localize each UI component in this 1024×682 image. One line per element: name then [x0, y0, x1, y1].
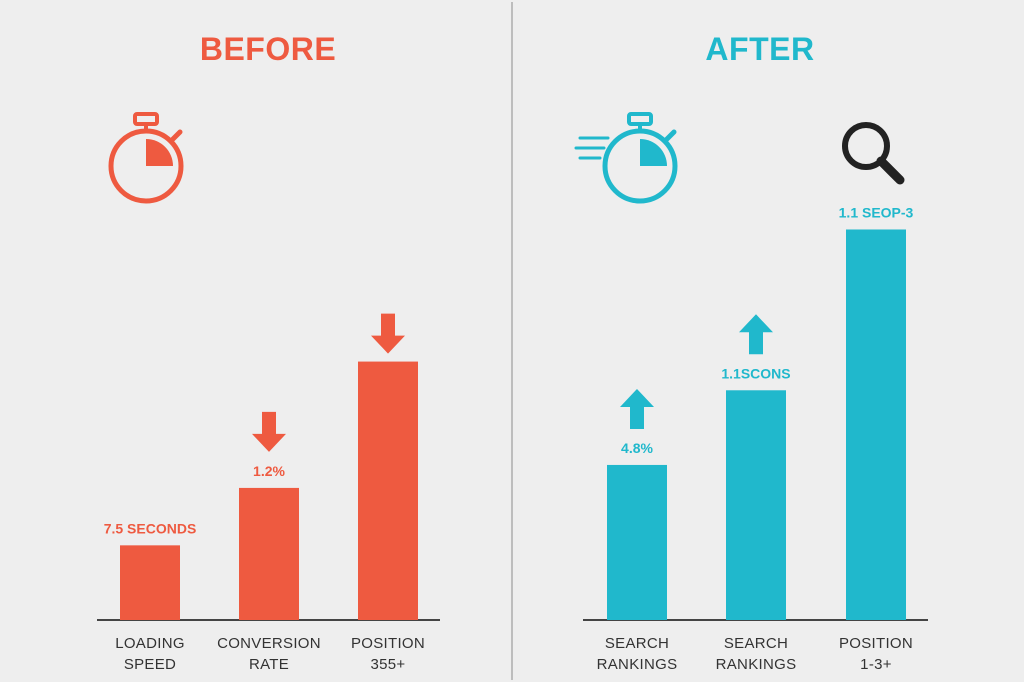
before-data-label-1: 1.2%	[253, 463, 285, 479]
before-category-label-2-line-0: POSITION	[351, 635, 425, 652]
stopwatch-icon	[108, 112, 184, 204]
after-bar-1	[726, 390, 786, 620]
after-category-label-2-line-1: 1-3+	[860, 656, 892, 673]
before-category-label-0-line-1: SPEED	[124, 656, 176, 673]
after-up-arrow-icon-0	[620, 388, 654, 429]
before-bar-0	[120, 545, 180, 620]
before-data-label-0: 7.5 SECONDS	[104, 520, 197, 536]
before-down-arrow-icon-1	[252, 411, 286, 452]
fast-stopwatch-icon	[574, 112, 678, 204]
after-data-label-1: 1.1SCONS	[721, 365, 790, 381]
before-title: BEFORE	[200, 31, 336, 67]
after-title: AFTER	[705, 31, 814, 67]
magnifier-icon	[842, 122, 905, 185]
after-category-label-1-line-0: SEARCH	[724, 635, 788, 652]
after-category-label-1-line-1: RANKINGS	[716, 656, 797, 673]
before-down-arrow-icon-2	[371, 313, 405, 354]
after-category-label-0-line-1: RANKINGS	[597, 656, 678, 673]
before-category-label-1-line-1: RATE	[249, 656, 289, 673]
after-category-label-0-line-0: SEARCH	[605, 635, 669, 652]
before-category-label-0-line-0: LOADING	[115, 635, 185, 652]
before-bar-2	[358, 361, 418, 620]
before-bar-1	[239, 487, 299, 620]
after-data-label-0: 4.8%	[621, 440, 653, 456]
after-bar-2	[846, 229, 906, 620]
after-data-label-2: 1.1 SEOP-3	[839, 204, 914, 220]
before-category-label-1-line-0: CONVERSION	[217, 635, 321, 652]
after-bar-0	[607, 464, 667, 620]
after-up-arrow-icon-1	[739, 314, 773, 355]
before-category-label-2-line-1: 355+	[371, 656, 406, 673]
after-category-label-2-line-0: POSITION	[839, 635, 913, 652]
